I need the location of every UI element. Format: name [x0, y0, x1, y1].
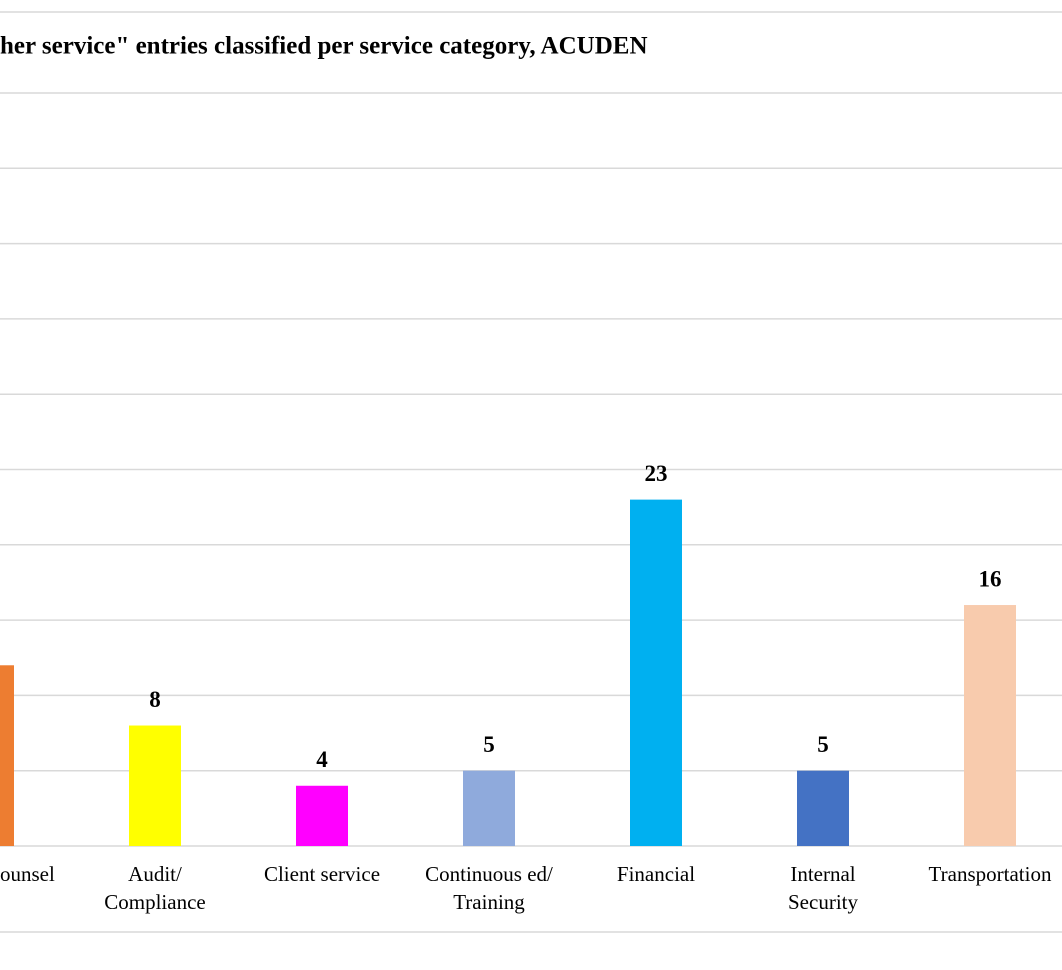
- bar: [964, 605, 1016, 846]
- chart-title: her service" entries classified per serv…: [0, 33, 648, 60]
- value-label: 5: [817, 732, 829, 757]
- bar: [296, 785, 348, 846]
- value-label: 4: [316, 747, 328, 772]
- bar: [797, 770, 849, 846]
- x-tick-label: Transportation: [929, 862, 1052, 886]
- x-tick-label: Internal Security: [788, 862, 858, 914]
- x-tick-label: Client service: [264, 862, 380, 886]
- bar: [0, 665, 14, 846]
- bar: [630, 499, 682, 846]
- value-label: 8: [149, 687, 161, 712]
- x-tick-label: Continuous ed/Training: [425, 862, 553, 914]
- bar: [129, 725, 181, 846]
- x-tick-label: ounsel: [0, 862, 55, 886]
- x-tick-label: Financial: [617, 862, 695, 886]
- x-tick-label: Audit/Compliance: [104, 862, 205, 914]
- value-label: 16: [979, 566, 1002, 591]
- bar: [463, 770, 515, 846]
- value-label: 23: [645, 461, 668, 486]
- value-label: 5: [483, 732, 495, 757]
